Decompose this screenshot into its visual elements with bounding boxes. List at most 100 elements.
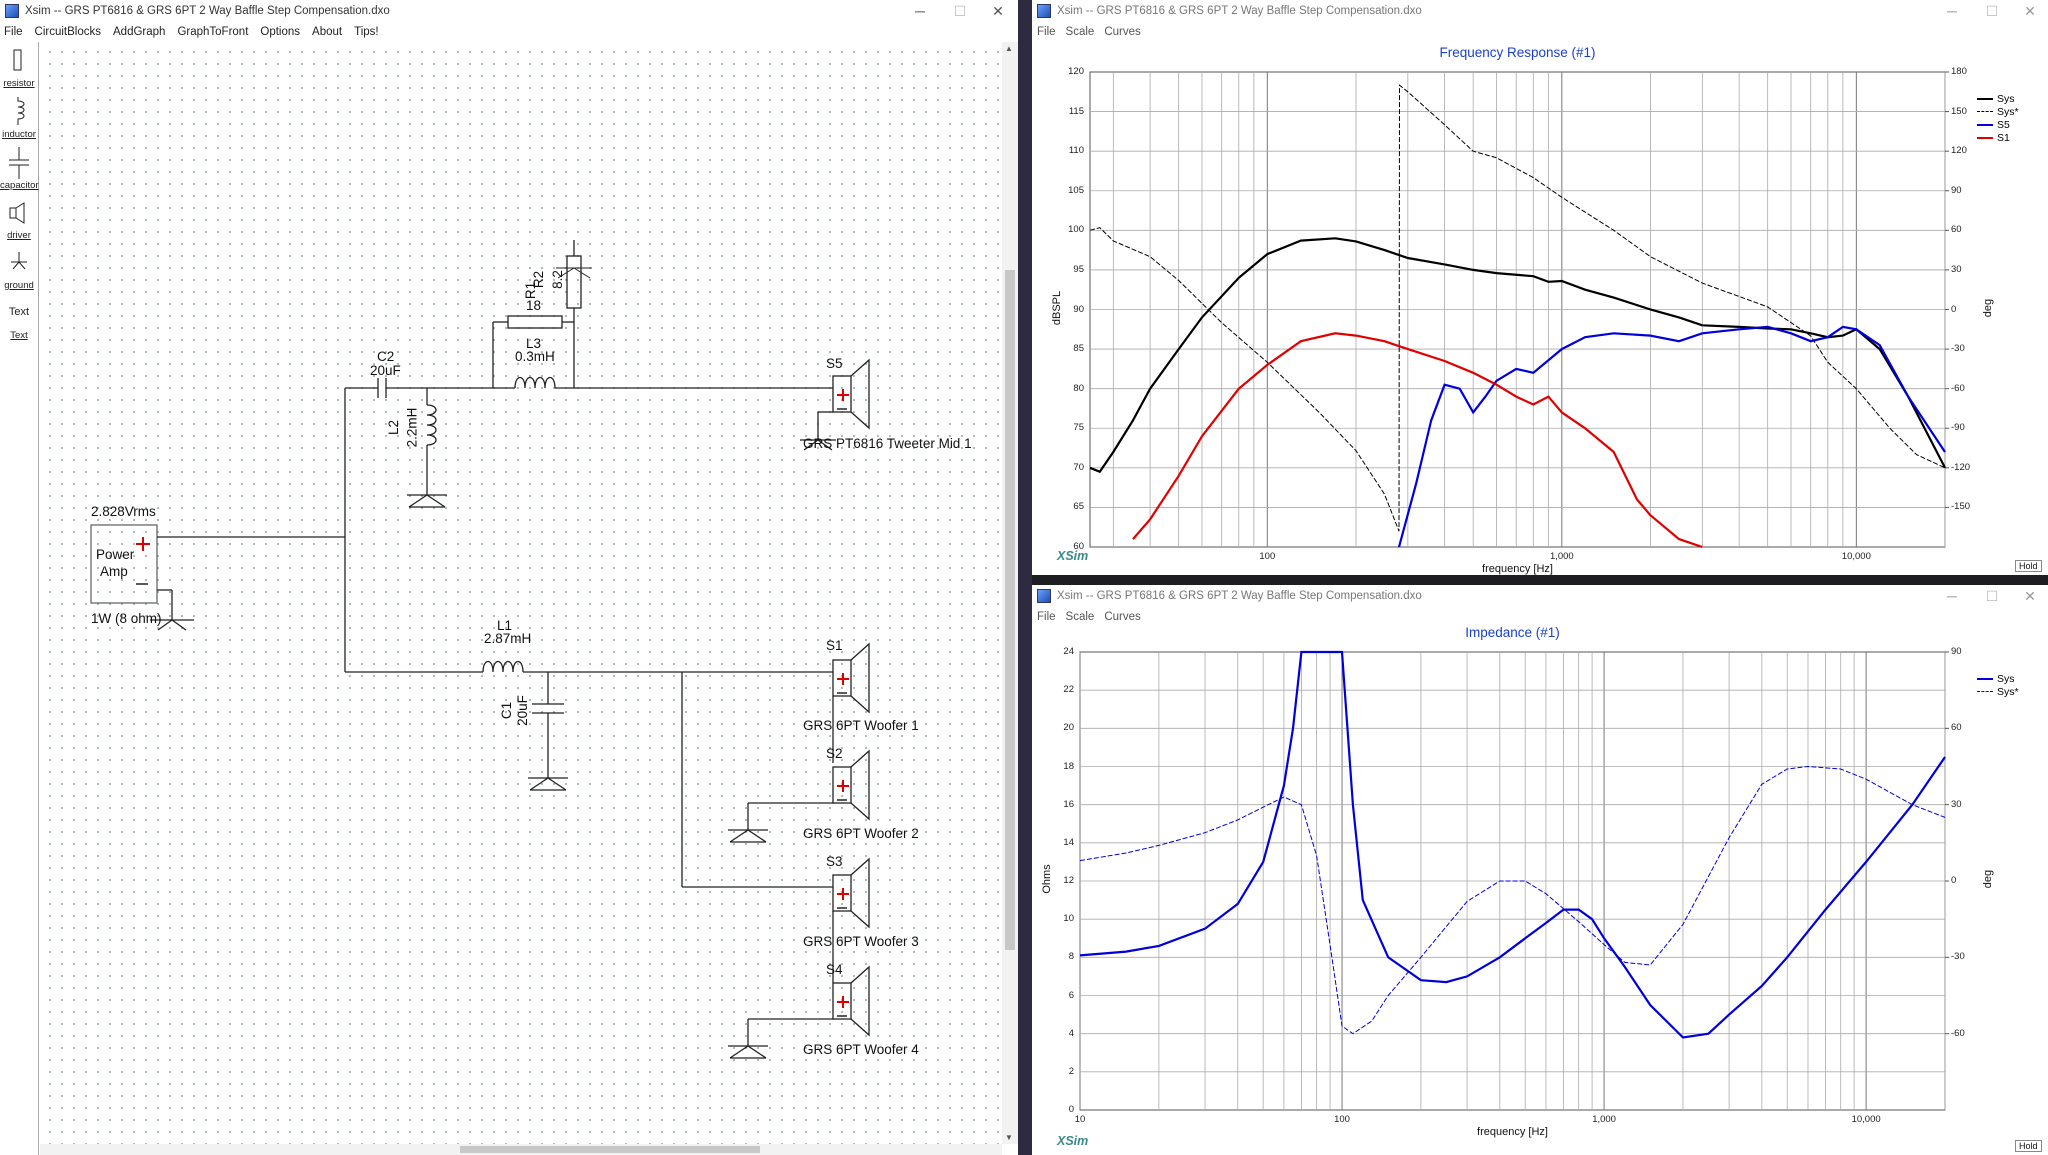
y-tick-label: 6 bbox=[1068, 989, 1074, 1001]
freq-menubar: File Scale Curves bbox=[1032, 22, 2048, 41]
scroll-down-icon[interactable]: ▼ bbox=[1005, 1133, 1013, 1142]
driver-s3-id: S3 bbox=[826, 854, 843, 869]
inductor-icon[interactable] bbox=[10, 97, 28, 127]
minimize-icon[interactable]: ─ bbox=[915, 3, 925, 19]
menu-curves[interactable]: Curves bbox=[1104, 25, 1141, 38]
x-tick-label: 1,000 bbox=[1592, 1114, 1616, 1125]
y-tick-label: 10 bbox=[1063, 913, 1074, 925]
source-name-1: Power bbox=[96, 547, 135, 562]
source-voltage: 2.828Vrms bbox=[91, 504, 156, 519]
close-icon[interactable]: ✕ bbox=[992, 3, 1004, 19]
driver-s2-label: GRS 6PT Woofer 2 bbox=[803, 826, 919, 841]
horizontal-scrollbar-thumb[interactable] bbox=[460, 1146, 760, 1153]
close-icon[interactable]: ✕ bbox=[2024, 588, 2036, 604]
hold-button[interactable]: Hold bbox=[2015, 560, 2042, 572]
y-tick-label: 8 bbox=[1068, 951, 1074, 963]
frequency-response-chart[interactable]: 60 65 70 75 80 85 90 95 100 105 110 115 120 -150 -120 -… bbox=[1032, 42, 2048, 575]
menu-scale[interactable]: Scale bbox=[1065, 25, 1095, 38]
y2-tick-label: 180 bbox=[1951, 66, 1967, 77]
y-tick-label: 80 bbox=[1073, 382, 1084, 394]
chart-title: Impedance (#1) bbox=[1465, 625, 1560, 640]
schematic-wiring bbox=[90, 240, 870, 1059]
menu-graphtofront[interactable]: GraphToFront bbox=[177, 25, 249, 38]
c2-name: C2 bbox=[377, 349, 395, 364]
minimize-icon[interactable]: ─ bbox=[1947, 588, 1957, 604]
close-icon[interactable]: ✕ bbox=[2024, 3, 2036, 19]
menu-file[interactable]: File bbox=[4, 25, 23, 38]
menu-curves[interactable]: Curves bbox=[1104, 610, 1141, 623]
driver-s5-id: S5 bbox=[826, 356, 843, 371]
driver-icon[interactable] bbox=[8, 202, 30, 224]
tool-text-link[interactable]: Text bbox=[10, 330, 28, 341]
y2-tick-label: -120 bbox=[1951, 461, 1971, 473]
maximize-icon[interactable]: ☐ bbox=[1985, 588, 1999, 604]
source-rating: 1W (8 ohm) bbox=[91, 611, 162, 626]
vertical-scrollbar[interactable]: ▲ ▼ bbox=[1002, 42, 1018, 1144]
legend-label: Sys bbox=[1997, 672, 2015, 685]
resistor-icon[interactable] bbox=[10, 48, 26, 72]
l1-value: 2.87mH bbox=[484, 631, 532, 646]
chart-svg bbox=[1089, 71, 1949, 549]
y-tick-label: 110 bbox=[1068, 145, 1084, 157]
legend-label: S1 bbox=[1997, 131, 2010, 144]
ground-icon[interactable] bbox=[8, 252, 30, 272]
schematic-titlebar[interactable]: Xsim -- GRS PT6816 & GRS 6PT 2 Way Baffl… bbox=[0, 0, 1018, 22]
menu-scale[interactable]: Scale bbox=[1065, 610, 1095, 623]
tool-capacitor[interactable]: capacitor bbox=[0, 180, 39, 191]
tool-ground[interactable]: ground bbox=[4, 280, 34, 291]
y2-tick-label: -30 bbox=[1951, 343, 1965, 355]
series-line-sys bbox=[1089, 237, 1946, 474]
x-axis-label: frequency [Hz] bbox=[1477, 1126, 1548, 1138]
driver-s4-label: GRS 6PT Woofer 4 bbox=[803, 1042, 919, 1057]
y-tick-label: 95 bbox=[1073, 263, 1084, 275]
legend-entry: Sys* bbox=[1977, 105, 2019, 118]
menu-file[interactable]: File bbox=[1037, 25, 1056, 38]
horizontal-scrollbar[interactable] bbox=[40, 1144, 1002, 1155]
imp-titlebar[interactable]: Xsim -- GRS PT6816 & GRS 6PT 2 Way Baffl… bbox=[1032, 585, 2048, 607]
tool-inductor[interactable]: inductor bbox=[2, 129, 36, 140]
menu-file[interactable]: File bbox=[1037, 610, 1056, 623]
maximize-icon[interactable]: ☐ bbox=[953, 3, 967, 19]
scroll-up-icon[interactable]: ▲ bbox=[1005, 44, 1013, 53]
chart-title: Frequency Response (#1) bbox=[1439, 45, 1596, 60]
y2-tick-label: -90 bbox=[1951, 422, 1965, 434]
tool-driver[interactable]: driver bbox=[7, 230, 31, 241]
y-tick-label: 14 bbox=[1063, 836, 1074, 848]
hold-button[interactable]: Hold bbox=[2015, 1140, 2042, 1152]
y-tick-label: 22 bbox=[1063, 684, 1074, 696]
y-tick-label: 24 bbox=[1063, 646, 1074, 657]
maximize-icon[interactable]: ☐ bbox=[1985, 3, 1999, 19]
tool-resistor[interactable]: resistor bbox=[3, 78, 35, 89]
menu-about[interactable]: About bbox=[312, 25, 343, 38]
x-tick-label: 100 bbox=[1259, 551, 1276, 562]
menu-circuitblocks[interactable]: CircuitBlocks bbox=[34, 25, 101, 38]
legend-swatch bbox=[1977, 97, 1993, 100]
series-line-s5 bbox=[1397, 325, 1946, 548]
impedance-chart[interactable]: 0 2 4 6 8 10 12 14 16 18 20 22 24 -60 -30 0 30 60 90 10 100 1… bbox=[1032, 625, 2048, 1155]
freq-titlebar[interactable]: Xsim -- GRS PT6816 & GRS 6PT 2 Way Baffl… bbox=[1032, 0, 2048, 22]
y2-tick-label: 120 bbox=[1951, 145, 1967, 157]
legend-swatch bbox=[1977, 691, 1993, 692]
tool-text[interactable]: Text bbox=[8, 306, 30, 318]
menu-addgraph[interactable]: AddGraph bbox=[113, 25, 166, 38]
x-tick-label: 10,000 bbox=[1841, 551, 1871, 562]
y2-tick-label: 60 bbox=[1951, 722, 1962, 734]
minimize-icon[interactable]: ─ bbox=[1947, 3, 1957, 19]
l3-name: L3 bbox=[526, 336, 542, 351]
schematic-canvas[interactable] bbox=[40, 42, 1000, 1144]
x-axis-label: frequency [Hz] bbox=[1482, 563, 1553, 575]
y2-tick-label: 30 bbox=[1951, 798, 1962, 810]
chart-svg bbox=[1079, 650, 1949, 1111]
l1-name: L1 bbox=[497, 618, 513, 633]
menu-options[interactable]: Options bbox=[260, 25, 301, 38]
source-name-2: Amp bbox=[100, 564, 128, 579]
menu-tips[interactable]: Tips! bbox=[354, 25, 379, 38]
legend-swatch bbox=[1977, 123, 1993, 126]
impedance-window: Xsim -- GRS PT6816 & GRS 6PT 2 Way Baffl… bbox=[1032, 585, 2048, 1155]
legend-entry: Sys bbox=[1977, 92, 2019, 105]
scrollbar-thumb[interactable] bbox=[1005, 270, 1015, 950]
y-tick-label: 20 bbox=[1063, 722, 1074, 734]
x-tick-label: 10 bbox=[1074, 1114, 1086, 1125]
capacitor-icon[interactable] bbox=[7, 147, 31, 179]
r1-value: 18 bbox=[526, 298, 542, 313]
